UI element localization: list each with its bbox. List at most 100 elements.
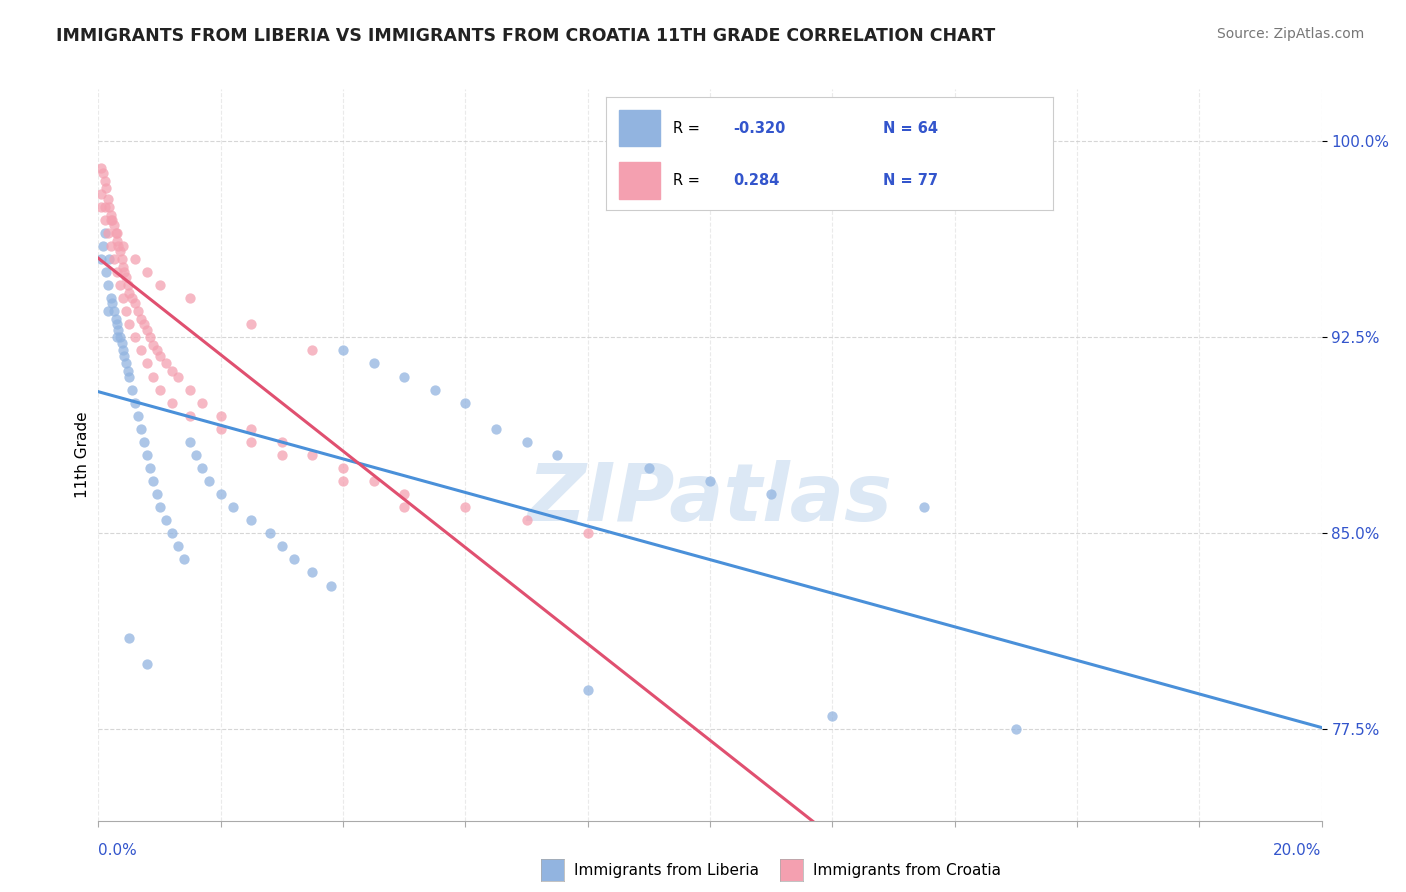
Point: [209, 409, 232, 423]
Point: [108, 244, 131, 259]
Point: [90, 252, 112, 266]
Point: [105, 226, 128, 240]
Point: [100, 208, 122, 222]
Point: [90, 186, 112, 201]
Point: [105, 234, 128, 248]
Point: [129, 422, 152, 436]
Point: [121, 291, 143, 305]
Point: [191, 461, 214, 475]
Point: [117, 278, 139, 293]
Point: [111, 252, 134, 266]
Point: [139, 461, 162, 475]
Point: [283, 552, 305, 566]
Point: [191, 395, 214, 409]
Point: [100, 291, 122, 305]
Point: [301, 566, 323, 580]
Point: [136, 657, 159, 671]
Point: [121, 383, 143, 397]
Point: [270, 448, 294, 462]
Point: [240, 422, 263, 436]
Point: [118, 631, 141, 645]
Point: [97, 192, 120, 206]
Point: [149, 500, 172, 515]
Point: [149, 278, 172, 293]
Point: [222, 500, 245, 515]
Point: [111, 291, 134, 305]
Point: [761, 487, 783, 501]
Point: [108, 330, 131, 344]
Point: [103, 252, 125, 266]
Point: [149, 383, 172, 397]
Point: [105, 265, 128, 279]
Point: [423, 383, 446, 397]
Point: [160, 395, 183, 409]
Point: [179, 409, 201, 423]
Point: [97, 304, 120, 318]
Point: [101, 212, 124, 227]
Point: [90, 200, 112, 214]
Point: [129, 312, 152, 326]
Point: [179, 291, 201, 305]
Point: [155, 513, 177, 527]
Point: [93, 212, 115, 227]
Point: [111, 260, 134, 274]
Point: [392, 500, 416, 515]
Point: [332, 461, 354, 475]
Point: [270, 434, 294, 449]
Point: [699, 474, 721, 488]
Point: [127, 409, 149, 423]
Point: [107, 322, 129, 336]
Point: [93, 226, 115, 240]
Point: [118, 318, 141, 332]
Point: [240, 513, 263, 527]
Point: [103, 304, 125, 318]
Point: [115, 270, 138, 285]
Point: [179, 434, 201, 449]
Point: [142, 369, 165, 384]
Text: 20.0%: 20.0%: [1274, 843, 1322, 858]
Point: [127, 304, 149, 318]
Point: [392, 487, 416, 501]
Point: [100, 212, 122, 227]
Point: [516, 434, 538, 449]
Point: [124, 330, 146, 344]
Point: [94, 181, 117, 195]
Point: [107, 239, 129, 253]
Point: [103, 218, 125, 232]
Point: [136, 357, 159, 371]
Point: [98, 252, 121, 266]
Point: [301, 343, 323, 358]
Y-axis label: 11th Grade: 11th Grade: [75, 411, 90, 499]
Point: [240, 318, 263, 332]
Text: Immigrants from Liberia: Immigrants from Liberia: [574, 863, 759, 878]
Point: [136, 322, 159, 336]
Point: [124, 395, 146, 409]
Text: Immigrants from Croatia: Immigrants from Croatia: [813, 863, 1001, 878]
Point: [139, 330, 162, 344]
Point: [117, 364, 139, 378]
Point: [332, 474, 354, 488]
Point: [105, 318, 128, 332]
Point: [136, 448, 159, 462]
Point: [167, 540, 190, 554]
Text: IMMIGRANTS FROM LIBERIA VS IMMIGRANTS FROM CROATIA 11TH GRADE CORRELATION CHART: IMMIGRANTS FROM LIBERIA VS IMMIGRANTS FR…: [56, 27, 995, 45]
Point: [546, 448, 568, 462]
Point: [209, 422, 232, 436]
Text: ZIPatlas: ZIPatlas: [527, 459, 893, 538]
Point: [108, 278, 131, 293]
Text: 0.0%: 0.0%: [98, 843, 138, 858]
Point: [124, 252, 146, 266]
Point: [112, 349, 135, 363]
Point: [516, 513, 538, 527]
Point: [111, 239, 134, 253]
Point: [301, 448, 323, 462]
Point: [155, 357, 177, 371]
Point: [101, 296, 124, 310]
Point: [91, 166, 114, 180]
Point: [912, 500, 935, 515]
Point: [112, 265, 135, 279]
Point: [1004, 723, 1026, 737]
Point: [576, 526, 599, 541]
Point: [179, 383, 201, 397]
Point: [98, 200, 121, 214]
